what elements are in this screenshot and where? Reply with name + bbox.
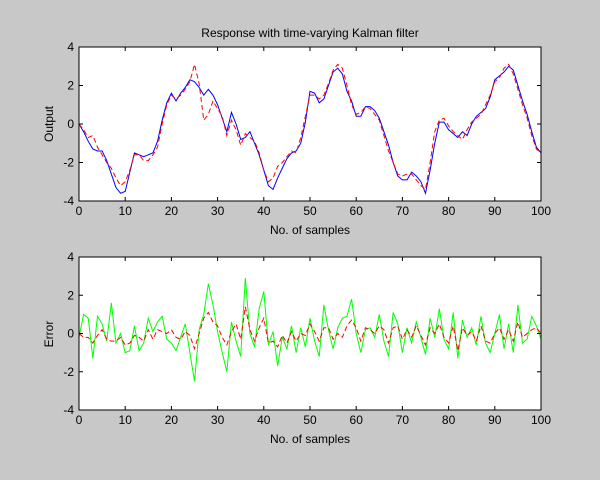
chart-1-xtick-label: 80 <box>442 204 456 218</box>
chart-1-ytick-label: -2 <box>63 156 74 170</box>
chart-2-series-1 <box>78 277 542 382</box>
chart-2-ytick-label: 0 <box>67 327 74 341</box>
chart-2-xtick-label: 80 <box>442 413 456 427</box>
chart-1-xtick-label: 90 <box>488 204 502 218</box>
chart-1-xlabel: No. of samples <box>270 223 350 237</box>
chart-2-ytick-label: 2 <box>67 288 74 302</box>
chart-1-xtick-label: 0 <box>76 204 83 218</box>
chart-2-xtick-label: 40 <box>257 413 271 427</box>
chart-1-xtick-label: 30 <box>211 204 225 218</box>
chart-1-xtick-label: 20 <box>165 204 179 218</box>
chart-1-xtick-label: 50 <box>303 204 317 218</box>
chart-1-ylabel: Output <box>42 105 56 142</box>
chart-1-plot-area <box>79 47 541 201</box>
chart-2-xtick-label: 90 <box>488 413 502 427</box>
chart-2-ytick-label: 4 <box>67 250 74 264</box>
chart-1-xtick-label: 10 <box>119 204 133 218</box>
chart-2-ytick-label: -4 <box>63 403 74 417</box>
chart-2-ytick-label: -2 <box>63 365 74 379</box>
chart-1-ytick-label: 4 <box>67 40 74 54</box>
chart-2-xtick-label: 50 <box>303 413 317 427</box>
chart-1-xtick-label: 60 <box>350 204 364 218</box>
chart-1-xtick-label: 100 <box>531 204 551 218</box>
chart-1-ytick-label: 2 <box>67 79 74 93</box>
chart-2-xtick-label: 100 <box>531 413 551 427</box>
chart-1-series-2 <box>78 63 542 191</box>
chart-2-ylabel: Error <box>42 321 56 348</box>
chart-1-xtick-label: 70 <box>396 204 410 218</box>
chart-2-xlabel: No. of samples <box>270 432 350 446</box>
chart-1-ytick-label: 0 <box>67 117 74 131</box>
chart-2-xtick-label: 0 <box>76 413 83 427</box>
chart-1-xtick-label: 40 <box>257 204 271 218</box>
chart-2-xtick-label: 70 <box>396 413 410 427</box>
chart-1-title: Response with time-varying Kalman filter <box>201 26 418 40</box>
chart-2-xtick-label: 60 <box>350 413 364 427</box>
chart-2-xtick-label: 10 <box>119 413 133 427</box>
chart-2-xtick-label: 30 <box>211 413 225 427</box>
chart-2-series-2 <box>78 306 542 351</box>
chart-1-series-1 <box>78 65 542 196</box>
chart-1-ytick-label: -4 <box>63 194 74 208</box>
chart-2-plot-area <box>79 257 541 410</box>
chart-2-xtick-label: 20 <box>165 413 179 427</box>
